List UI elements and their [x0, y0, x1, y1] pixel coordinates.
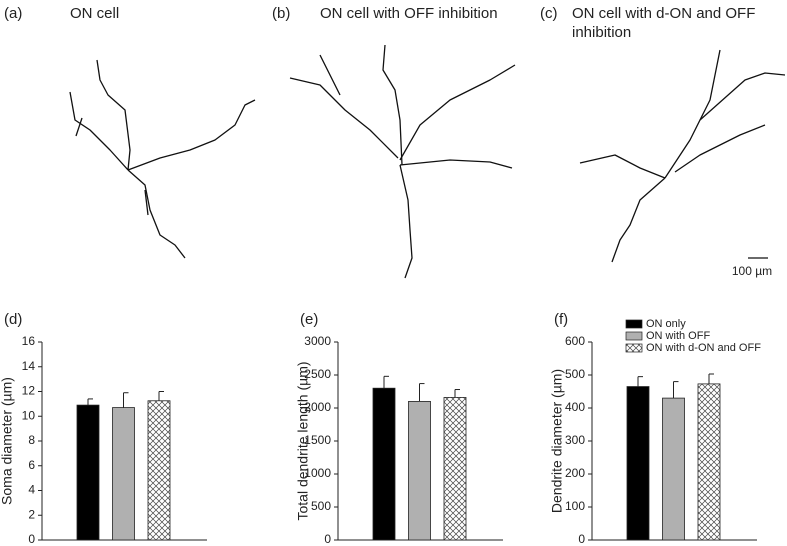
panel-label: (f) [554, 311, 568, 328]
y-tick-label: 16 [22, 334, 36, 348]
y-tick-label: 500 [565, 367, 585, 381]
y-tick-label: 0 [578, 532, 585, 546]
y-tick-label: 8 [28, 433, 35, 447]
y-axis-label: Soma diameter (µm) [0, 377, 15, 505]
y-tick-label: 0 [28, 532, 35, 546]
y-tick-label: 200 [565, 466, 585, 480]
panel-label: (d) [4, 311, 22, 328]
bar [112, 407, 135, 541]
y-tick-label: 1000 [304, 466, 331, 480]
y-tick-label: 12 [22, 384, 36, 398]
tracing-c [579, 49, 786, 263]
legend-label: ON only [646, 318, 686, 330]
panel-label: (b) [272, 5, 290, 22]
panel-label: (a) [4, 5, 22, 22]
y-tick-label: 4 [28, 483, 35, 497]
legend-label: ON with OFF [646, 330, 710, 342]
y-tick-label: 3000 [304, 334, 331, 348]
bar [443, 397, 467, 541]
bar [662, 397, 685, 541]
y-tick-label: 2 [28, 507, 35, 521]
panel-title: ON cell with OFF inhibition [320, 5, 498, 22]
y-axis-label: Total dendrite length (µm) [295, 361, 311, 520]
y-tick-label: 100 [565, 499, 585, 513]
panel-title: ON cell [70, 5, 119, 22]
y-tick-label: 0 [324, 532, 331, 546]
y-tick-label: 2500 [304, 367, 331, 381]
y-tick-label: 1500 [304, 433, 331, 447]
panel-title: ON cell with d-ON and OFF [572, 5, 755, 22]
y-tick-label: 300 [565, 433, 585, 447]
scale-label: 100 µm [732, 264, 772, 278]
bar [76, 404, 100, 541]
bar [697, 383, 721, 541]
panel-label: (e) [300, 311, 318, 328]
y-tick-label: 500 [311, 499, 331, 513]
y-tick-label: 2000 [304, 400, 331, 414]
y-tick-label: 14 [22, 359, 36, 373]
y-tick-label: 10 [22, 408, 36, 422]
panel-title: inhibition [572, 24, 631, 41]
legend-swatch [625, 343, 643, 353]
legend-label: ON with d-ON and OFF [646, 342, 761, 354]
y-axis-label: Dendrite diameter (µm) [549, 369, 565, 513]
tracing-a [69, 59, 256, 259]
panel-label: (c) [540, 5, 558, 22]
bar [408, 400, 431, 541]
tracing-b [289, 44, 516, 279]
legend-swatch [625, 319, 643, 329]
y-tick-label: 400 [565, 400, 585, 414]
y-tick-label: 600 [565, 334, 585, 348]
bar [147, 400, 171, 541]
bar [626, 386, 650, 541]
bar [372, 387, 396, 541]
y-tick-label: 6 [28, 458, 35, 472]
legend-swatch [625, 331, 643, 341]
